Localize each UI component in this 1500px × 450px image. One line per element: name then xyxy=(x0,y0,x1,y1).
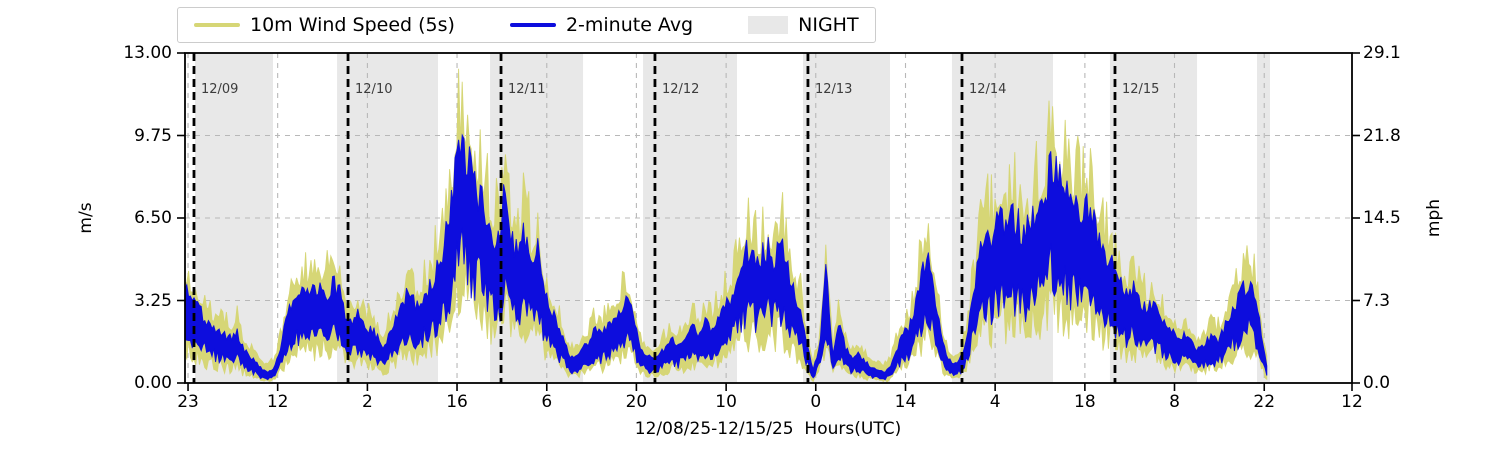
day-date-label: 12/11 xyxy=(508,82,545,97)
x-tick-label: 10 xyxy=(715,392,737,412)
wind-5s-line-swatch xyxy=(194,23,240,27)
y-tick-label-left: 3.25 xyxy=(134,290,172,311)
legend-item-night: NIGHT xyxy=(748,14,859,36)
x-tick-label: 0 xyxy=(810,392,822,412)
x-tick-label: 4 xyxy=(989,392,1001,412)
x-tick-label: 22 xyxy=(1253,392,1276,412)
x-tick-label: 20 xyxy=(625,392,648,412)
2min-avg-line-swatch xyxy=(509,23,556,27)
y-tick-label-right: 21.8 xyxy=(1363,125,1401,146)
x-axis-label: 12/08/25-12/15/25 Hours(UTC) xyxy=(634,419,902,439)
day-date-label: 12/15 xyxy=(1122,82,1159,97)
2min-avg-series xyxy=(184,133,1268,381)
legend-item-2min-avg: 2-minute Avg xyxy=(509,14,694,36)
x-tick-label: 14 xyxy=(894,392,917,412)
y-tick-label-left: 6.50 xyxy=(134,208,172,228)
plot-area: 12/09 12/10 12/11 12/12 12/13 12/14 12/15 xyxy=(177,52,1360,391)
y-tick-label-right: 0.0 xyxy=(1363,373,1391,393)
day-date-label: 12/14 xyxy=(969,82,1006,97)
y-tick-label-right: 29.1 xyxy=(1363,43,1401,63)
x-tick-label: 12 xyxy=(1341,392,1363,412)
x-tick-label: 18 xyxy=(1074,392,1096,412)
y-tick-label-right: 7.3 xyxy=(1363,290,1391,311)
legend-label-night: NIGHT xyxy=(798,14,859,36)
day-date-label: 12/13 xyxy=(815,82,852,97)
y-tick-label-left: 13.00 xyxy=(123,43,172,63)
x-tick-label: 6 xyxy=(541,392,553,412)
x-tick-label: 23 xyxy=(177,392,199,412)
night-patch-swatch xyxy=(748,16,789,34)
y-tick-label-right: 14.5 xyxy=(1363,208,1401,228)
legend-item-wind-5s: 10m Wind Speed (5s) xyxy=(194,14,455,36)
y-tick-label-left: 0.00 xyxy=(134,373,172,393)
x-tick-label: 16 xyxy=(446,392,468,412)
legend-label-wind-5s: 10m Wind Speed (5s) xyxy=(250,14,455,36)
chart-legend: 10m Wind Speed (5s) 2-minute Avg NIGHT xyxy=(177,7,876,43)
x-tick-label: 12 xyxy=(266,392,289,412)
wind-5s-series xyxy=(184,68,1268,383)
x-tick-label: 8 xyxy=(1169,392,1180,412)
day-date-label: 12/10 xyxy=(355,82,392,97)
day-date-label: 12/09 xyxy=(201,82,238,97)
y-tick-label-left: 9.75 xyxy=(134,125,172,146)
day-date-label: 12/12 xyxy=(662,82,699,97)
x-tick-label: 2 xyxy=(361,392,373,412)
legend-label-2min-avg: 2-minute Avg xyxy=(565,14,694,36)
